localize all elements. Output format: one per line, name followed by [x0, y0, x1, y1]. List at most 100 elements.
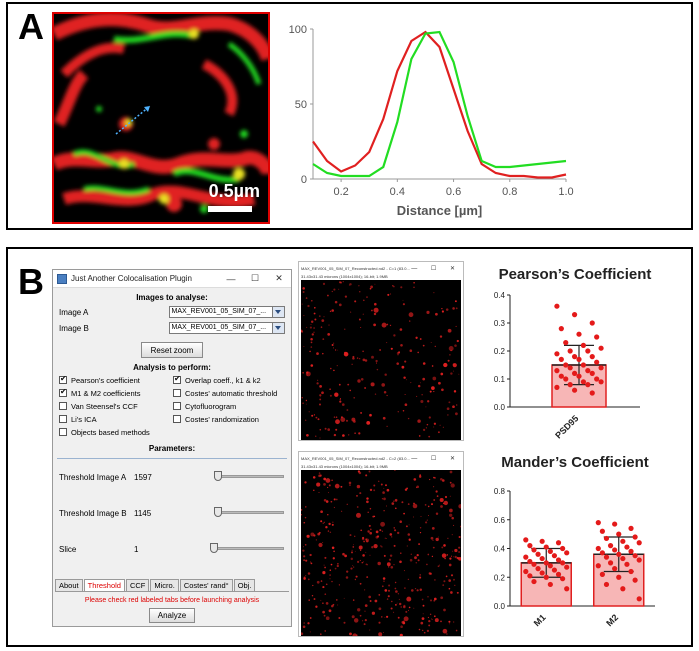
punctum [352, 599, 355, 601]
analysis-option[interactable]: Costes' automatic threshold [173, 388, 287, 398]
punctum [403, 512, 405, 515]
image-canvas-c2[interactable] [301, 470, 461, 636]
tab-obj[interactable]: Obj. [233, 579, 256, 591]
analysis-option[interactable]: M1 & M2 coefficients [59, 387, 173, 398]
punctum [383, 580, 385, 582]
punctum [362, 620, 364, 622]
close-icon[interactable]: ✕ [275, 273, 283, 283]
image-window-info: 31.43x31.43 microns (1004x1004); 16-bit;… [301, 274, 388, 279]
analysis-option[interactable]: Cytofluorogram [173, 401, 287, 411]
punctum [320, 633, 322, 635]
analysis-option[interactable]: Pearson's coefficient [59, 374, 173, 385]
punctum [344, 295, 348, 298]
checkbox[interactable] [59, 428, 67, 436]
punctum [435, 512, 439, 516]
parameter-slider-track[interactable] [214, 475, 284, 478]
punctum [454, 300, 457, 303]
data-point [594, 359, 600, 365]
punctum [413, 281, 415, 284]
checkbox[interactable] [59, 415, 67, 423]
data-point [598, 345, 604, 351]
window-controls[interactable]: — ☐ ✕ [411, 265, 461, 272]
data-point [620, 555, 626, 562]
analysis-option[interactable]: Li's ICA [59, 414, 173, 424]
slider-handle[interactable] [213, 471, 222, 481]
punctum [435, 490, 438, 493]
parameter-slider-track[interactable] [214, 511, 284, 514]
punctum [422, 377, 426, 381]
image-window-c2[interactable]: MAX_REV001_05_SIM_07_Reconstructed.nd2 -… [298, 451, 464, 637]
data-point [580, 342, 587, 348]
analysis-option[interactable]: Costes' randomization [173, 414, 287, 424]
chevron-down-icon[interactable] [273, 322, 285, 334]
punctum [309, 617, 312, 619]
tab-costes-rand[interactable]: Costes' rand° [179, 579, 233, 591]
punctum [383, 554, 386, 557]
image-b-select[interactable]: MAX_REV001_05_SIM_07_... [168, 322, 274, 334]
parameters-divider [57, 458, 287, 459]
punctum [400, 625, 403, 628]
analyze-button[interactable]: Analyze [149, 608, 195, 623]
data-point [580, 362, 587, 368]
checkbox[interactable] [173, 402, 181, 410]
punctum [438, 381, 441, 385]
punctum [389, 324, 392, 327]
analysis-option[interactable]: Van Steensel's CCF [59, 401, 173, 411]
punctum [318, 491, 320, 494]
image-window-title-text: MAX_REV001_05_SIM_07_Reconstructed.nd2 -… [301, 455, 410, 461]
image-a-select[interactable]: MAX_REV001_05_SIM_07_... [168, 306, 274, 318]
data-point [551, 553, 558, 559]
punctum [393, 500, 395, 502]
punctum [431, 386, 435, 390]
checkbox[interactable] [59, 374, 67, 384]
checkbox[interactable] [173, 374, 181, 384]
punctum [449, 470, 453, 474]
chevron-down-icon[interactable] [273, 306, 285, 318]
checkbox[interactable] [59, 387, 67, 397]
reset-zoom-button[interactable]: Reset zoom [141, 342, 203, 358]
punctum [342, 552, 345, 556]
data-point [531, 561, 537, 567]
punctum [339, 398, 341, 399]
punctum [429, 572, 432, 575]
punctum [405, 610, 408, 613]
punctum [420, 621, 424, 625]
punctum [329, 569, 332, 571]
punctum [433, 426, 435, 428]
punctum [354, 550, 356, 552]
minimize-icon[interactable]: — [226, 273, 236, 284]
punctum [408, 606, 411, 609]
data-point [554, 368, 560, 374]
punctum [319, 428, 322, 431]
image-window-c1[interactable]: MAX_REV001_05_SIM_07_Reconstructed.nd2 -… [298, 261, 464, 441]
parameter-slider-track[interactable] [214, 547, 284, 550]
tab-threshold[interactable]: Threshold [83, 579, 125, 591]
punctum [413, 286, 415, 288]
tab-about[interactable]: About [55, 579, 83, 591]
punctum [362, 561, 364, 563]
punctum [398, 602, 402, 606]
checkbox[interactable] [173, 415, 181, 423]
window-controls[interactable]: — ☐ ✕ [411, 455, 461, 462]
image-canvas-c1[interactable] [301, 280, 461, 440]
punctum [313, 598, 316, 600]
punctum [456, 556, 459, 560]
checkbox[interactable] [173, 389, 181, 397]
analysis-option[interactable]: Objects based methods [59, 427, 173, 437]
punctum [337, 349, 339, 351]
tab-micro[interactable]: Micro. [150, 579, 179, 591]
punctum [383, 497, 386, 501]
punctum [362, 350, 364, 353]
slider-handle[interactable] [213, 507, 222, 517]
checkbox[interactable] [59, 402, 67, 410]
slider-handle[interactable] [210, 543, 218, 553]
tab-ccf[interactable]: CCF [125, 579, 150, 591]
analysis-option[interactable]: Overlap coeff., k1 & k2 [173, 374, 287, 385]
punctum [393, 611, 395, 613]
maximize-icon[interactable]: ☐ [250, 273, 260, 283]
data-point [620, 538, 626, 544]
punctum [309, 561, 311, 563]
punctum [454, 584, 456, 587]
punctum [456, 591, 459, 594]
punctum [364, 610, 366, 612]
